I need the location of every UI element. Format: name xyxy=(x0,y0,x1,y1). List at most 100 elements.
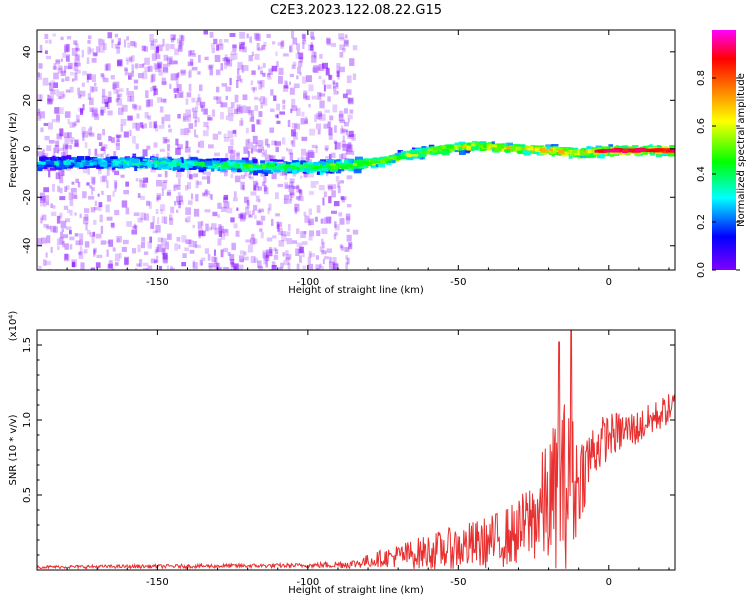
heatmap-noise-cell xyxy=(308,84,314,92)
heatmap-noise-cell xyxy=(127,115,133,121)
heatmap-noise-cell xyxy=(260,102,263,109)
heatmap-noise-cell xyxy=(113,89,119,94)
heatmap-noise-cell xyxy=(220,63,223,71)
heatmap-noise-cell xyxy=(277,183,284,188)
heatmap-noise-cell xyxy=(161,116,165,125)
heatmap-cell xyxy=(641,151,646,154)
heatmap-noise-cell xyxy=(45,195,50,201)
heatmap-noise-cell xyxy=(74,62,81,67)
heatmap-noise-cell xyxy=(220,232,226,240)
heatmap-noise-cell xyxy=(114,81,120,89)
heatmap-noise-cell xyxy=(92,107,98,116)
heatmap-noise-cell xyxy=(155,246,159,253)
heatmap-noise-cell xyxy=(321,228,328,234)
heatmap-cell xyxy=(451,145,459,150)
heatmap-cell xyxy=(463,144,467,147)
heatmap-cell xyxy=(228,161,235,165)
heatmap-cell xyxy=(580,155,587,159)
heatmap-noise-cell xyxy=(195,100,202,106)
heatmap-noise-cell xyxy=(132,248,136,254)
heatmap-noise-cell xyxy=(293,132,298,140)
heatmap-noise-cell xyxy=(264,138,269,146)
heatmap-noise-cell xyxy=(101,95,108,104)
heatmap-noise-cell xyxy=(348,242,353,250)
heatmap-noise-cell xyxy=(78,251,84,259)
heatmap-noise-cell xyxy=(37,238,43,246)
heatmap-cell xyxy=(264,170,272,173)
heatmap-cell xyxy=(242,167,250,172)
heatmap-noise-cell xyxy=(101,146,105,151)
heatmap-cell xyxy=(144,164,149,169)
snr-x-tick-label: -150 xyxy=(146,577,169,588)
heatmap-noise-cell xyxy=(132,135,136,144)
heatmap-noise-cell xyxy=(192,53,197,57)
heatmap-noise-cell xyxy=(250,115,254,121)
heatmap-cell xyxy=(166,159,172,163)
heatmap-noise-cell xyxy=(282,252,285,257)
heatmap-noise-cell xyxy=(55,59,61,63)
heatmap-noise-cell xyxy=(88,195,95,200)
heatmap-noise-cell xyxy=(263,175,267,184)
heatmap-cell xyxy=(321,168,328,171)
heatmap-noise-cell xyxy=(268,249,273,257)
heatmap-noise-cell xyxy=(155,46,159,54)
heatmap-noise-cell xyxy=(279,172,284,176)
heatmap-noise-cell xyxy=(122,239,129,245)
heatmap-noise-cell xyxy=(291,105,298,111)
heatmap-noise-cell xyxy=(250,191,257,196)
heatmap-cell xyxy=(318,160,324,164)
heatmap-noise-cell xyxy=(71,181,75,185)
heatmap-noise-cell xyxy=(223,229,229,237)
heatmap-cell xyxy=(379,156,387,160)
heatmap-noise-cell xyxy=(74,69,81,74)
heatmap-cell xyxy=(470,143,475,147)
heatmap-noise-cell xyxy=(216,266,223,270)
heatmap-noise-cell xyxy=(341,153,347,159)
heatmap-noise-cell xyxy=(194,129,197,137)
heatmap-cell xyxy=(108,163,116,166)
heatmap-noise-cell xyxy=(166,192,171,196)
heatmap-noise-cell xyxy=(266,254,269,261)
heatmap-noise-cell xyxy=(116,135,120,142)
heatmap-noise-cell xyxy=(172,35,176,40)
snr-y-tick-label: 1.0 xyxy=(22,412,33,428)
heatmap-noise-cell xyxy=(95,262,101,268)
heatmap-noise-cell xyxy=(73,194,78,199)
heatmap-noise-cell xyxy=(120,174,125,178)
heatmap-peak-cell xyxy=(667,149,672,153)
heatmap-noise-cell xyxy=(139,64,144,68)
heatmap-noise-cell xyxy=(129,56,133,63)
heatmap-noise-cell xyxy=(251,87,257,91)
heatmap-cell xyxy=(247,164,254,169)
heatmap-noise-cell xyxy=(104,99,109,105)
heatmap-noise-cell xyxy=(45,260,51,266)
heatmap-cell xyxy=(110,156,118,159)
heatmap-cell xyxy=(620,146,629,150)
heatmap-noise-cell xyxy=(261,152,266,157)
heatmap-noise-cell xyxy=(93,206,99,211)
heatmap-noise-cell xyxy=(271,140,276,146)
heatmap-cell xyxy=(150,164,156,167)
heatmap-noise-cell xyxy=(188,123,194,129)
heatmap-noise-cell xyxy=(283,259,290,266)
heatmap-noise-cell xyxy=(216,69,221,76)
heatmap-noise-cell xyxy=(69,209,73,216)
heatmap-noise-cell xyxy=(241,105,246,113)
heatmap-noise-cell xyxy=(62,143,69,150)
heatmap-noise-cell xyxy=(332,267,336,270)
heatmap-noise-cell xyxy=(245,127,249,134)
heatmap-noise-cell xyxy=(91,109,98,118)
heatmap-cell xyxy=(61,165,65,170)
heatmap-noise-cell xyxy=(333,140,338,144)
heatmap-noise-cell xyxy=(227,130,234,139)
heatmap-noise-cell xyxy=(102,88,106,97)
snr-y-tick-label: 1.5 xyxy=(22,337,33,353)
heatmap-noise-cell xyxy=(333,262,339,270)
heatmap-noise-cell xyxy=(232,44,237,52)
heatmap-noise-cell xyxy=(296,263,300,270)
heatmap-cell xyxy=(236,163,241,166)
heatmap-noise-cell xyxy=(352,73,357,80)
heatmap-noise-cell xyxy=(262,252,269,259)
heatmap-noise-cell xyxy=(334,232,338,236)
heatmap-noise-cell xyxy=(176,196,181,203)
